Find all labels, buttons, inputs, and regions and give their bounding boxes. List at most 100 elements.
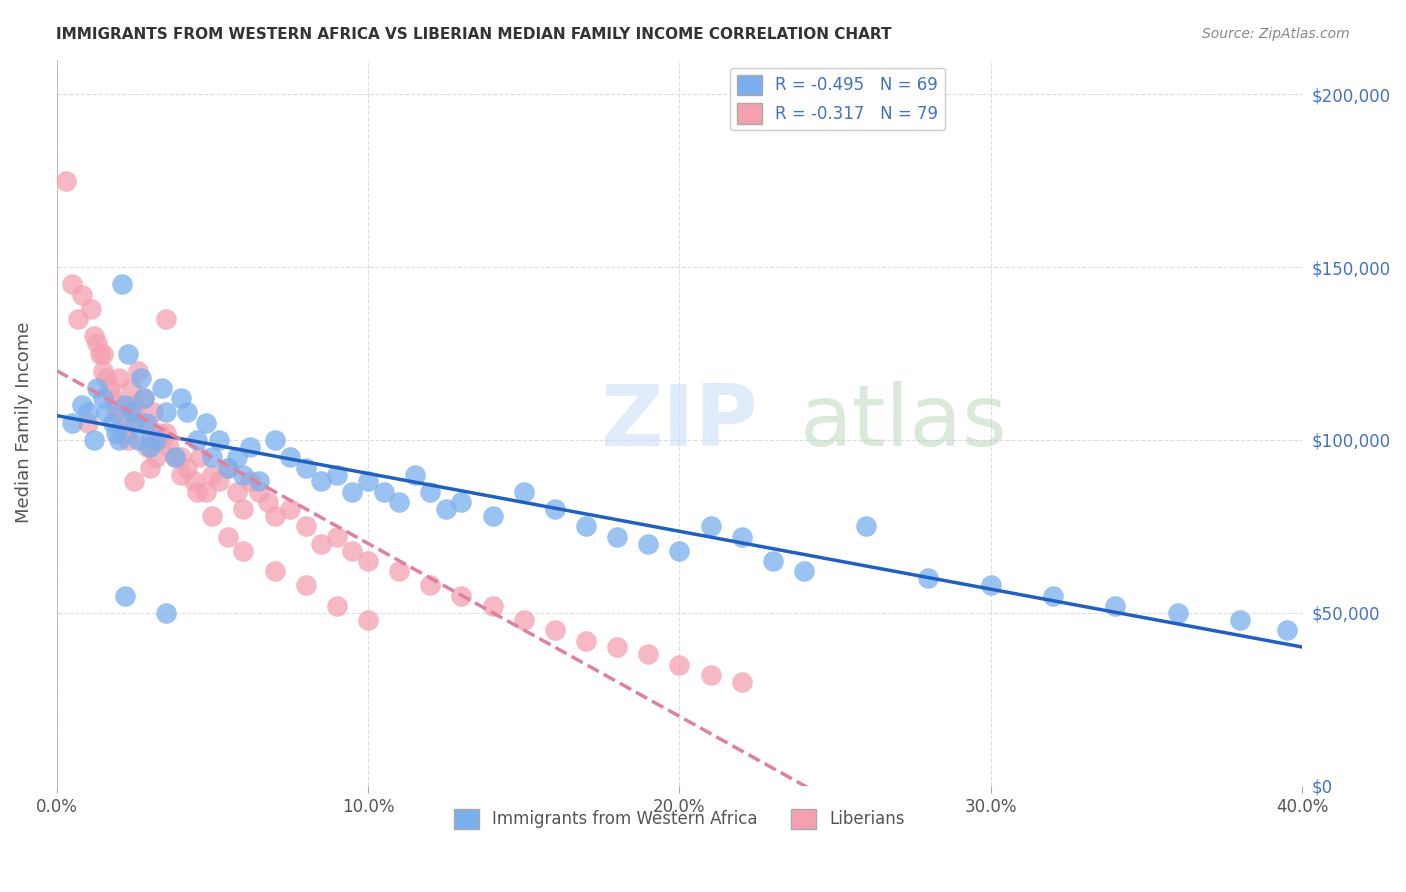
Point — [111, 277, 134, 292]
Point — [157, 440, 180, 454]
Point — [117, 433, 139, 447]
Point — [98, 381, 121, 395]
Point — [201, 450, 224, 465]
Point — [155, 405, 177, 419]
Point — [176, 405, 198, 419]
Point — [434, 502, 457, 516]
Point — [699, 668, 721, 682]
Point — [294, 519, 316, 533]
Point — [129, 370, 152, 384]
Point — [60, 416, 83, 430]
Point — [917, 571, 939, 585]
Point — [188, 450, 211, 465]
Point — [232, 467, 254, 482]
Point — [70, 398, 93, 412]
Point — [124, 405, 146, 419]
Point — [195, 484, 218, 499]
Point — [980, 578, 1002, 592]
Point — [176, 460, 198, 475]
Text: atlas: atlas — [800, 381, 1008, 464]
Point — [450, 589, 472, 603]
Point — [83, 433, 105, 447]
Point — [278, 450, 301, 465]
Text: Source: ZipAtlas.com: Source: ZipAtlas.com — [1202, 27, 1350, 41]
Point — [124, 416, 146, 430]
Point — [195, 416, 218, 430]
Point — [217, 460, 239, 475]
Point — [104, 426, 127, 441]
Point — [637, 537, 659, 551]
Point — [481, 599, 503, 613]
Point — [793, 565, 815, 579]
Point — [357, 554, 380, 568]
Point — [263, 433, 285, 447]
Point — [139, 460, 162, 475]
Point — [388, 565, 411, 579]
Point — [232, 502, 254, 516]
Point — [373, 484, 395, 499]
Point — [357, 475, 380, 489]
Point — [239, 475, 262, 489]
Point — [152, 433, 174, 447]
Point — [207, 433, 229, 447]
Point — [606, 530, 628, 544]
Point — [108, 433, 131, 447]
Point — [60, 277, 83, 292]
Point — [1167, 606, 1189, 620]
Point — [101, 392, 124, 406]
Point — [142, 405, 165, 419]
Point — [730, 675, 752, 690]
Point — [575, 519, 598, 533]
Point — [91, 364, 114, 378]
Point — [114, 589, 136, 603]
Point — [127, 433, 149, 447]
Point — [1229, 613, 1251, 627]
Text: ZIP: ZIP — [600, 381, 758, 464]
Point — [132, 392, 155, 406]
Point — [101, 416, 124, 430]
Point — [186, 484, 208, 499]
Point — [145, 450, 167, 465]
Point — [170, 392, 193, 406]
Point — [855, 519, 877, 533]
Point — [132, 392, 155, 406]
Point — [762, 554, 785, 568]
Point — [89, 346, 111, 360]
Point — [111, 416, 134, 430]
Point — [326, 599, 349, 613]
Point — [326, 530, 349, 544]
Point — [544, 623, 567, 637]
Point — [1042, 589, 1064, 603]
Point — [120, 405, 142, 419]
Point — [108, 398, 131, 412]
Point — [294, 578, 316, 592]
Point — [730, 530, 752, 544]
Point — [247, 475, 270, 489]
Legend: Immigrants from Western Africa, Liberians: Immigrants from Western Africa, Liberian… — [447, 802, 911, 836]
Point — [155, 606, 177, 620]
Point — [278, 502, 301, 516]
Point — [155, 312, 177, 326]
Point — [114, 426, 136, 441]
Point — [135, 416, 157, 430]
Point — [311, 537, 333, 551]
Point — [637, 648, 659, 662]
Point — [699, 519, 721, 533]
Point — [450, 495, 472, 509]
Point — [512, 613, 534, 627]
Point — [606, 640, 628, 655]
Point — [96, 370, 118, 384]
Point — [201, 509, 224, 524]
Point — [145, 433, 167, 447]
Point — [83, 329, 105, 343]
Point — [67, 312, 90, 326]
Point — [226, 484, 249, 499]
Point — [668, 543, 690, 558]
Point — [108, 370, 131, 384]
Point — [512, 484, 534, 499]
Point — [170, 467, 193, 482]
Point — [139, 433, 162, 447]
Point — [326, 467, 349, 482]
Point — [91, 392, 114, 406]
Point — [163, 450, 186, 465]
